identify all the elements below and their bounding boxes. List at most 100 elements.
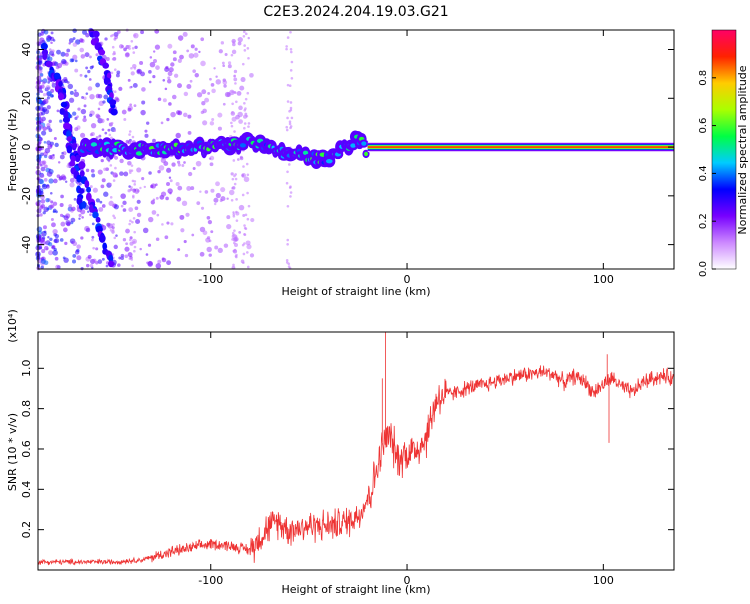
spectrogram-noise-cell [40,111,46,116]
spectrogram-noise-cell [73,91,80,98]
spectrogram-signal-cell [302,150,309,156]
spectrogram-noise-cell [64,52,69,57]
spectrogram-noise-cell [147,260,153,266]
spectrogram-noise-cell [129,219,132,223]
spectrogram-noise-cell [220,196,226,202]
spectrogram-interference-cell [108,254,114,263]
spectrogram-noise-cell [70,217,76,223]
spectrogram-noise-cell [242,165,245,168]
spectrogram-interference-cell [86,186,92,193]
spectrogram-noise-cell [132,196,135,199]
spectrogram-noise-cell [133,249,136,253]
spectrogram-interference-cell [53,72,61,80]
spectrogram-noise-cell [166,167,172,173]
spectrogram-noise-cell [177,248,181,252]
spectrogram-noise-cell [122,208,127,212]
spectrogram-noise-cell [46,171,53,177]
spectrogram-noise-cell [286,204,290,208]
spectrogram-noise-cell [151,210,157,215]
spectrogram-noise-cell [241,243,245,247]
spectrogram-noise-cell [76,115,79,118]
spectrogram-noise-cell [54,210,58,214]
spectrogram-noise-cell [227,64,232,69]
spectrogram-interference-cell [103,76,109,85]
spectrogram-noise-cell [241,193,245,197]
spectrogram-noise-cell [113,129,117,132]
spectrogram-noise-cell [97,259,103,264]
spectrogram-noise-cell [134,206,139,211]
spectrogram-noise-cell [141,100,146,105]
spectrogram-noise-cell [64,180,68,183]
spectrogram-noise-cell [188,171,193,177]
spectrogram-noise-cell [220,187,226,193]
spectrogram-noise-cell [118,256,122,260]
snr-y-tick-label: 0.4 [20,481,33,499]
spectrogram-noise-cell [117,263,121,267]
spectrogram-noise-cell [286,170,289,174]
spectrogram-noise-cell [217,247,223,253]
spectrogram-noise-cell [91,238,94,242]
spectrogram-noise-cell [42,92,47,97]
spectrogram-noise-cell [60,194,64,199]
snr-y-tick-label: 0.8 [20,400,33,418]
spectrogram-noise-cell [111,45,115,49]
spectrogram-noise-cell [79,73,83,77]
spectrogram-noise-cell [222,102,226,106]
spectrogram-noise-cell [41,233,44,237]
spectrogram-noise-cell [222,80,228,85]
spectrogram-noise-cell [50,217,54,221]
spectrogram-noise-cell [249,72,254,78]
spectrogram-noise-cell [85,227,91,233]
spectrogram-noise-cell [210,230,214,234]
spectrogram-noise-cell [237,41,242,46]
spectrogram-noise-cell [61,151,64,155]
spectrogram-noise-cell [105,264,109,268]
spectrogram-noise-cell [285,125,289,129]
spectrogram-noise-cell [192,167,196,171]
spectrogram-noise-cell [48,119,52,124]
spectrogram-noise-cell [66,48,71,53]
spectrogram-noise-cell [233,77,238,82]
colorbar-tick-label: 0.0 [698,261,709,277]
spectrogram-interference-cell [58,93,65,100]
spectrogram-noise-cell [136,167,142,173]
spectrogram-noise-cell [129,103,132,106]
spectrogram-noise-cell [184,253,189,258]
spectrogram-noise-cell [218,49,223,54]
spectrogram-noise-cell [59,119,63,123]
spectrogram-noise-cell [79,47,85,53]
spectrogram-noise-cell [233,69,238,74]
spectrogram-noise-cell [249,253,255,258]
spectrogram-noise-cell [231,238,234,241]
spectrogram-noise-cell [89,263,94,268]
spectrogram-noise-cell [45,198,50,203]
spectrogram-noise-cell [185,212,190,217]
spectrogram-noise-cell [50,200,54,204]
spectrogram-noise-cell [140,71,145,77]
spectrogram-interference-cell [45,60,53,68]
spectrogram-noise-cell [175,132,181,139]
spectrogram-noise-cell [246,265,250,269]
spectrogram-noise-cell [231,231,235,235]
spectrogram-noise-cell [177,163,181,167]
spectrogram-noise-cell [288,84,292,88]
spectrogram-noise-cell [52,201,58,206]
spectrogram-noise-cell [213,202,217,206]
spectrogram-noise-cell [46,184,50,187]
spectrogram-noise-cell [250,218,255,223]
spectrogram-noise-cell [105,57,110,61]
spectrogram-noise-cell [113,236,117,240]
snr-y-axis-label: SNR (10 * v/v) [6,413,19,491]
spectrogram-interference-cell [76,174,82,183]
spectrogram-noise-cell [167,188,173,194]
spectrogram-noise-cell [121,109,127,115]
spectrogram-noise-cell [52,210,56,213]
spectrogram-noise-cell [43,230,47,234]
colorbar-strip [711,29,737,270]
spectrogram-noise-cell [130,39,134,43]
snr-y-multiplier: (x10⁴) [6,309,19,343]
spectrogram-noise-cell [128,133,131,136]
spectrogram-noise-cell [155,263,162,269]
spectrogram-noise-cell [129,86,132,89]
